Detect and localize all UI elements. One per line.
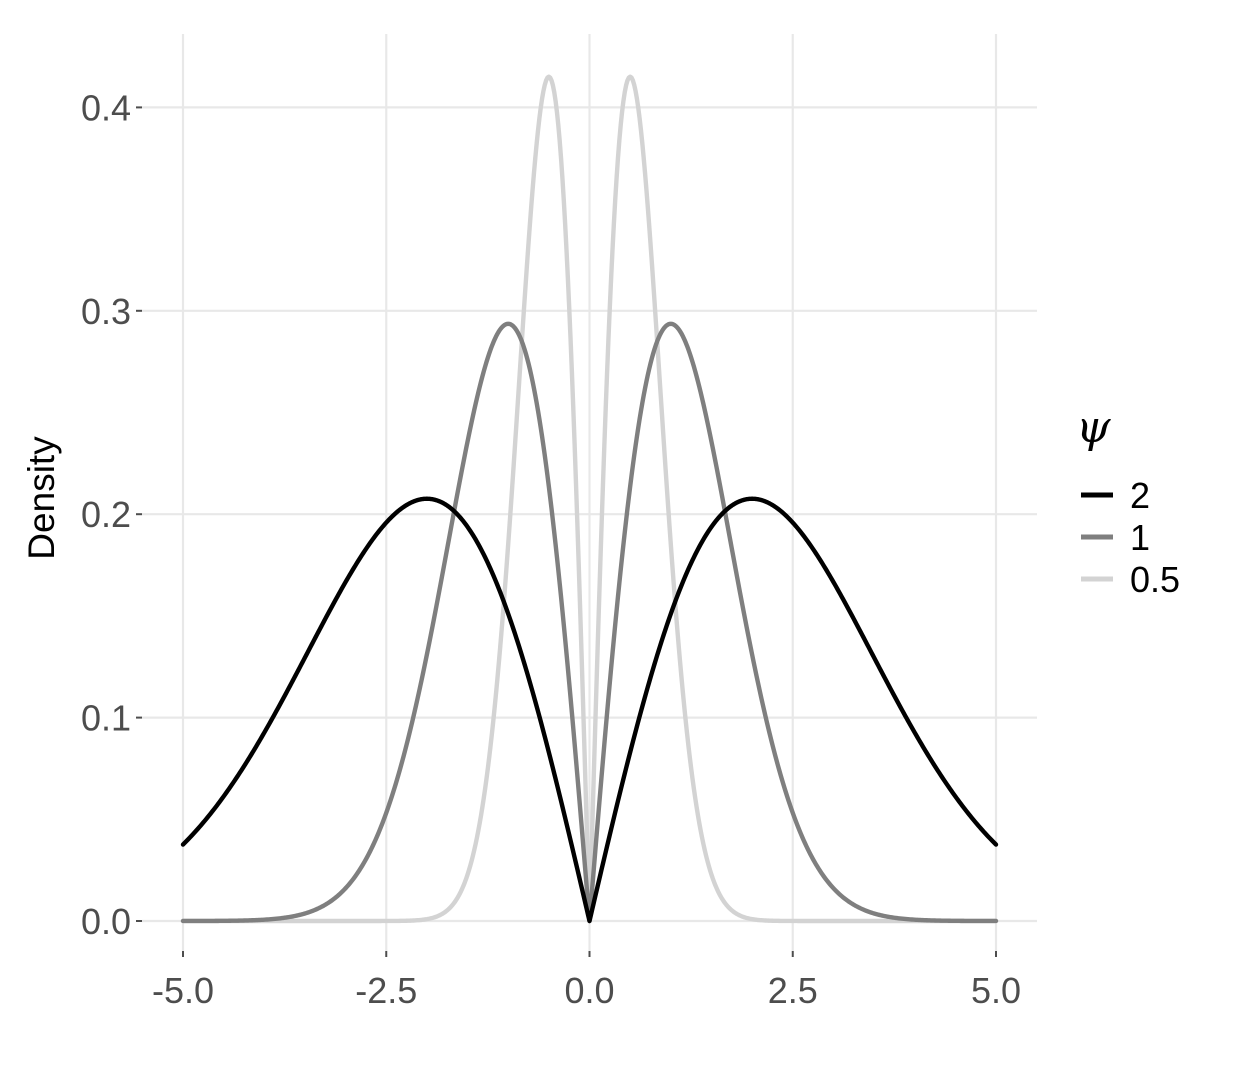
legend-label-0-5: 0.5	[1130, 559, 1180, 600]
y-tick-label: 0.2	[81, 494, 131, 535]
x-tick-label: 2.5	[768, 970, 818, 1011]
series-layer	[180, 74, 999, 924]
y-axis-title: Density	[21, 436, 62, 560]
legend-label-2: 2	[1130, 475, 1150, 516]
legend-label-1: 1	[1130, 517, 1150, 558]
x-tick-label: 0.0	[564, 970, 614, 1011]
x-tick-label: 5.0	[971, 970, 1021, 1011]
legend-title: ψ	[1076, 402, 1111, 453]
legend: ψ 210.5	[1076, 402, 1180, 600]
x-tick-label: -5.0	[152, 970, 214, 1011]
series-line-2	[180, 496, 999, 924]
x-tick-label: -2.5	[355, 970, 417, 1011]
y-tick-label: 0.1	[81, 698, 131, 739]
y-tick-label: 0.4	[81, 87, 131, 128]
y-tick-label: 0.0	[81, 901, 131, 942]
axis-layer: 0.0 0.1 0.2 0.3 0.4 -5.0 -2.5 0.0 2.5 5.0	[81, 87, 1021, 1011]
y-tick-label: 0.3	[81, 291, 131, 332]
grid-layer	[142, 34, 1037, 951]
